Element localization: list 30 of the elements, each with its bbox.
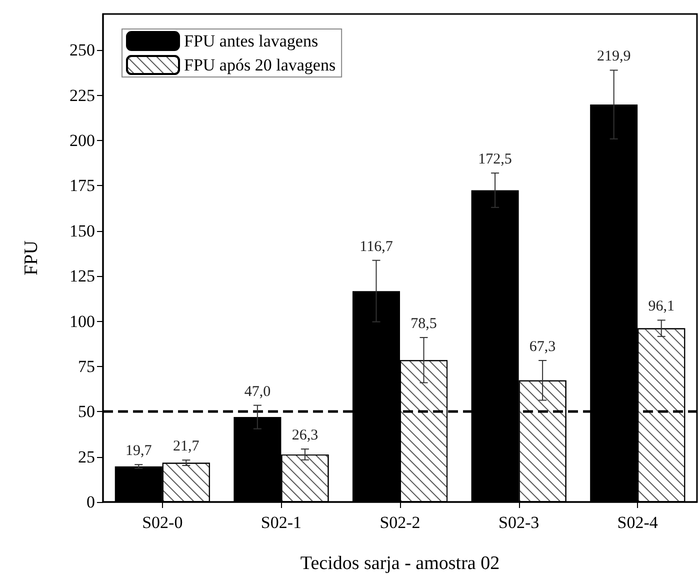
data-label: 96,1 <box>648 298 674 315</box>
y-axis-title: FPU <box>21 240 42 276</box>
y-tick-label: 0 <box>86 492 95 512</box>
data-label: 26,3 <box>292 428 318 444</box>
y-tick-label: 200 <box>70 131 95 150</box>
data-label: 172,5 <box>478 152 512 168</box>
y-tick-label: 150 <box>70 221 95 240</box>
legend-label: FPU antes lavagens <box>184 32 318 50</box>
x-tick-label: S02-3 <box>498 513 540 532</box>
y-tick-label: 175 <box>70 176 95 196</box>
y-tick-label: 225 <box>70 86 95 105</box>
data-label: 21,7 <box>173 438 200 455</box>
y-tick-label: 25 <box>78 447 95 466</box>
data-label: 67,3 <box>529 338 556 355</box>
x-tick-label: S02-2 <box>380 513 420 532</box>
y-tick-label: 100 <box>70 312 95 331</box>
x-tick-label: S02-0 <box>142 513 183 532</box>
y-tick-label: 50 <box>78 402 95 422</box>
y-tick-label: 125 <box>70 266 95 286</box>
x-tick-label: S02-1 <box>260 513 302 532</box>
data-label: 219,9 <box>596 48 631 65</box>
data-label: 78,5 <box>410 316 437 332</box>
data-label: 47,0 <box>244 384 271 400</box>
legend-label: FPU após 20 lavagens <box>184 56 336 74</box>
data-label: 19,7 <box>126 443 152 460</box>
y-tick-label: 250 <box>70 40 95 60</box>
x-axis-title: Tecidos sarja - amostra 02 <box>300 553 500 574</box>
y-tick-label: 75 <box>78 356 95 376</box>
x-tick-label: S02-4 <box>617 513 658 532</box>
data-label: 116,7 <box>360 238 394 255</box>
